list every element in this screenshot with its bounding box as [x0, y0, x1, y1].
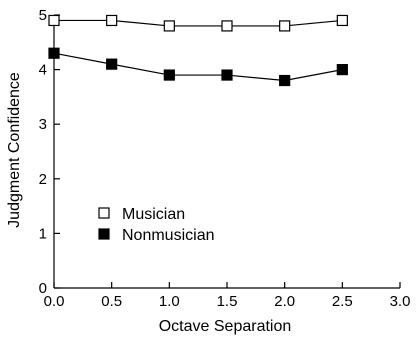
x-axis-title: Octave Separation: [159, 318, 292, 335]
y-axis-title: Judgment Confidence: [6, 72, 23, 228]
data-point-musician: [221, 20, 233, 32]
data-point-nonmusician: [221, 69, 233, 81]
data-point-nonmusician: [48, 47, 60, 59]
legend-label-musician: Musician: [122, 206, 185, 223]
axes: [53, 15, 400, 289]
data-point-nonmusician: [106, 58, 118, 70]
y-tick-label: 1: [39, 225, 47, 242]
y-tick-label: 2: [39, 171, 47, 188]
x-tick-label: 1.0: [159, 293, 180, 310]
data-point-nonmusician: [336, 63, 348, 76]
data-point-musician: [163, 20, 175, 32]
legend-marker-nonmusician: [98, 228, 110, 240]
series-line-nonmusician: [53, 52, 343, 82]
data-point-musician: [279, 20, 291, 32]
y-tick-label: 3: [39, 116, 47, 133]
data-point-musician: [48, 14, 60, 27]
data-point-nonmusician: [279, 74, 291, 87]
y-tick-label: 0: [39, 280, 47, 297]
y-tick-label: 5: [39, 7, 47, 24]
legend-label-nonmusician: Nonmusician: [122, 227, 214, 244]
x-tick-label: 2.5: [332, 293, 353, 310]
data-point-musician: [106, 14, 118, 27]
ticks: 0.0 0.5 1.0 1.5 2.0 2.5 3.0 0 1 2 3 4 5: [39, 7, 411, 310]
legend-marker-musician: [98, 207, 110, 219]
y-tick-label: 4: [39, 62, 47, 79]
x-tick-label: 0.0: [44, 293, 65, 310]
x-tick-label: 3.0: [390, 293, 411, 310]
x-tick-label: 1.5: [217, 293, 238, 310]
data-point-musician: [336, 14, 348, 27]
series-layer: [48, 14, 348, 87]
data-point-nonmusician: [163, 69, 175, 81]
x-tick-label: 0.5: [101, 293, 122, 310]
series-line-musician: [54, 19, 343, 27]
legend: Musician Nonmusician: [98, 206, 214, 244]
x-tick-label: 2.0: [274, 293, 295, 310]
